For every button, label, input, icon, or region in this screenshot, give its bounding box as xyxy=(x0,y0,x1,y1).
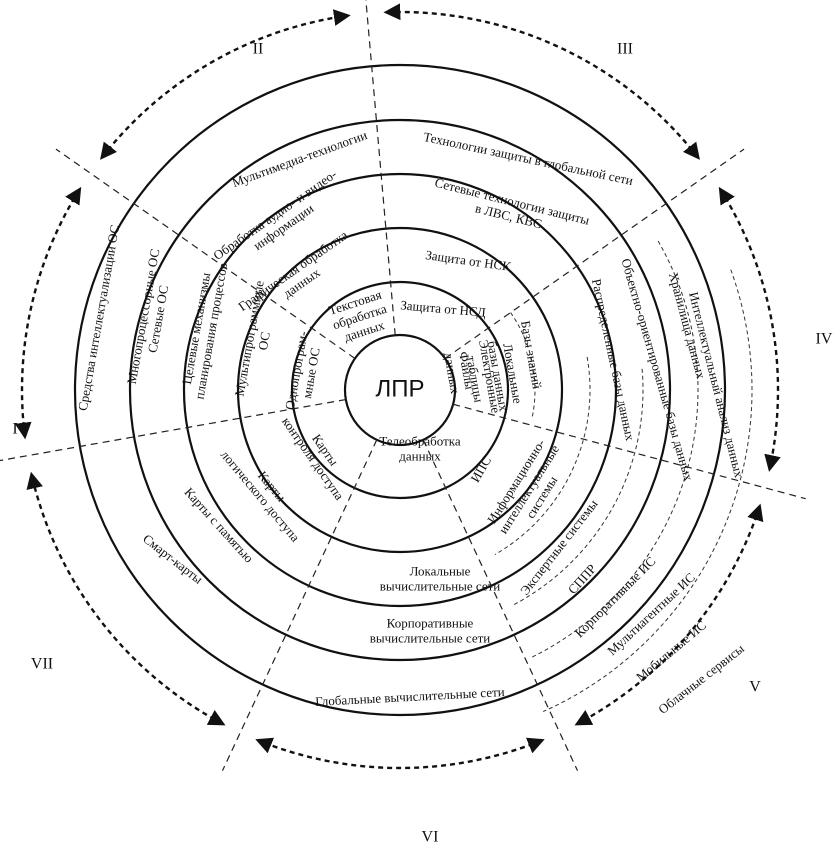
sector-label: Локальные вычислительные сети xyxy=(380,563,501,593)
label-line: вычислительные сети xyxy=(380,578,501,593)
label-line: ИПС xyxy=(467,454,494,485)
label-line: вычислительные сети xyxy=(370,630,491,645)
sector-arrow xyxy=(718,186,781,472)
label-line: Телеобработка xyxy=(379,433,461,448)
sector-numeral: I xyxy=(12,421,17,438)
sector-line xyxy=(452,403,806,500)
sector-label: Картыконтроля доступа xyxy=(279,406,360,503)
ring xyxy=(290,280,510,500)
sector-line xyxy=(444,148,745,359)
label-line: Локальные xyxy=(410,563,471,578)
label-line: Файлы xyxy=(456,350,477,391)
sector-label: Средства интеллектуализации ОС xyxy=(75,224,123,412)
sector-line xyxy=(55,148,356,359)
sector-label: Телеобработка данных xyxy=(379,433,461,463)
sector-line xyxy=(0,398,346,462)
sector-label: Текстоваяобработкаданных xyxy=(326,286,393,346)
sector-label: Файлыданных xyxy=(441,349,478,396)
sector-numeral: IV xyxy=(816,331,833,348)
label-line: ОС xyxy=(255,331,273,352)
sector-label: ИПС xyxy=(467,454,494,485)
sector-line xyxy=(422,439,579,771)
sector-label: Целевые механизмыпланирования процессов xyxy=(177,259,231,400)
sub-arc xyxy=(494,356,591,555)
sub-arc xyxy=(510,312,536,419)
ring xyxy=(182,172,618,608)
sector-line xyxy=(365,0,396,336)
sector-label: Защита от НСД xyxy=(400,297,487,319)
label-line: Защита от НСД xyxy=(400,297,487,319)
ring xyxy=(236,226,564,554)
sector-label: Защита от НСК xyxy=(425,247,513,274)
sector-arrow xyxy=(26,471,226,726)
center-label: ЛПР xyxy=(375,375,424,402)
sector-label: Смарт-карты xyxy=(140,531,206,587)
sector-numeral: VI xyxy=(422,829,439,846)
sector-arrow xyxy=(14,186,82,440)
label-line: данных xyxy=(441,351,463,395)
sector-label: Однопрограм-мные ОС xyxy=(282,330,325,413)
sector-numeral: II xyxy=(253,41,264,58)
label-line: Смарт-карты xyxy=(140,531,206,587)
sector-label: Информационно-интеллектуальныесистемы xyxy=(483,434,575,544)
sector-line xyxy=(221,439,378,771)
sector-label: Сетевые технологии защитыв ЛВС, КВС xyxy=(430,175,592,243)
label-line: Средства интеллектуализации ОС xyxy=(75,224,123,412)
sector-arrow xyxy=(100,9,351,160)
sector-numeral: VII xyxy=(31,656,53,673)
sector-numeral: III xyxy=(617,41,633,58)
sector-arrow xyxy=(574,503,764,726)
ring xyxy=(343,333,457,447)
label-line: Корпоративные xyxy=(387,615,474,630)
label-line: Карты с памятью xyxy=(182,484,257,565)
label-line: Защита от НСК xyxy=(425,247,513,274)
label-line: данных xyxy=(399,448,441,463)
sector-label: Корпоративные вычислительные сети xyxy=(370,615,491,645)
sector-arrow xyxy=(255,737,545,770)
sector-label: Карты с памятью xyxy=(182,484,257,565)
sector-label: Многопроцессорные ОССетевые ОС xyxy=(124,248,177,388)
sector-label: Обработка аудио- и видео-информации xyxy=(210,166,348,275)
sector-numeral: V xyxy=(749,679,761,696)
sector-arrow xyxy=(383,3,700,160)
